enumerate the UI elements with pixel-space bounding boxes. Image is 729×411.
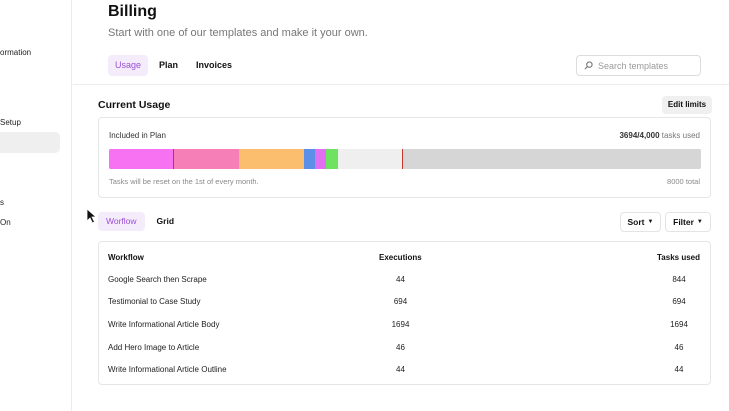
column-header-tasks-used: Tasks used [657, 253, 700, 262]
usage-card: Included in Plan 3694/4,000 tasks used T… [98, 117, 711, 198]
usage-segment [326, 149, 338, 169]
sidebar: ormation Setup s On [0, 0, 72, 411]
tasks-used-suffix: tasks used [659, 131, 700, 140]
table-row[interactable]: Google Search then Scrape 44 844 [99, 269, 710, 291]
edit-limits-button[interactable]: Edit limits [662, 96, 712, 114]
mouse-cursor-icon [86, 208, 98, 229]
sort-dropdown[interactable]: Sort ▼ [620, 212, 661, 232]
sidebar-active-highlight[interactable] [0, 132, 60, 153]
tab-grid[interactable]: Grid [156, 216, 175, 226]
table-row[interactable]: Write Informational Article Body 1694 16… [99, 314, 710, 336]
column-header-workflow: Workflow [108, 253, 144, 262]
total-label: 8000 total [667, 177, 700, 186]
cell-tasks: 1694 [670, 320, 688, 329]
table-row[interactable]: Add Hero Image to Article 46 46 [99, 337, 710, 359]
sidebar-item-on[interactable]: On [0, 218, 11, 227]
cell-tasks: 44 [674, 365, 684, 374]
table-row[interactable]: Write Informational Article Outline 44 4… [99, 359, 710, 381]
usage-segment [304, 149, 315, 169]
table-row[interactable]: Testimonial to Case Study 694 694 [99, 291, 710, 313]
search-input[interactable] [598, 60, 698, 71]
tab-plan[interactable]: Plan [159, 60, 179, 70]
usage-segment [239, 149, 304, 169]
sidebar-item-s[interactable]: s [0, 198, 4, 207]
tab-usage[interactable]: Usage [108, 55, 149, 76]
filter-label: Filter [673, 217, 694, 227]
search-box[interactable] [576, 55, 701, 76]
sidebar-item-setup[interactable]: Setup [0, 118, 21, 127]
main-content: Billing Start with one of our templates … [73, 0, 729, 411]
usage-progress-bar [109, 149, 701, 169]
usage-segment [109, 149, 174, 169]
tasks-used-count: 3694/4,000 tasks used [619, 131, 700, 140]
column-header-executions: Executions [379, 253, 422, 262]
cell-tasks: 694 [672, 297, 686, 306]
billing-tabs: Usage Plan Invoices [108, 55, 243, 76]
included-in-plan-label: Included in Plan [109, 131, 166, 140]
usage-segment [174, 149, 239, 169]
cell-workflow: Add Hero Image to Article [108, 343, 200, 352]
workflow-table: Workflow Executions Tasks used Google Se… [98, 241, 711, 385]
tasks-used-value: 3694/4,000 [619, 131, 660, 140]
sort-label: Sort [627, 217, 645, 227]
view-tabs: Worflow Grid [98, 212, 186, 231]
sidebar-item-information[interactable]: ormation [0, 48, 32, 57]
caret-down-icon: ▼ [647, 219, 654, 225]
usage-marker [402, 149, 403, 169]
reset-note: Tasks will be reset on the 1st of every … [109, 177, 259, 186]
usage-marker [173, 149, 174, 169]
cell-workflow: Write Informational Article Body [108, 320, 220, 329]
header-divider [73, 84, 729, 85]
cell-workflow: Google Search then Scrape [108, 275, 207, 284]
caret-down-icon: ▼ [696, 219, 703, 225]
cell-executions: 44 [396, 365, 405, 374]
tab-invoices[interactable]: Invoices [196, 60, 233, 70]
cell-tasks: 46 [674, 343, 684, 352]
cell-executions: 1694 [391, 320, 410, 329]
usage-segment [338, 149, 403, 169]
cell-workflow: Testimonial to Case Study [108, 297, 201, 306]
tab-workflow[interactable]: Worflow [98, 212, 145, 231]
current-usage-title: Current Usage [98, 99, 171, 111]
cell-executions: 44 [396, 275, 405, 284]
cell-workflow: Write Informational Article Outline [108, 365, 227, 374]
filter-dropdown[interactable]: Filter ▼ [665, 212, 711, 232]
search-icon [584, 57, 593, 75]
cell-executions: 46 [396, 343, 405, 352]
page-subtitle: Start with one of our templates and make… [108, 27, 368, 39]
usage-segment [315, 149, 326, 169]
cell-tasks: 844 [672, 275, 686, 284]
cell-executions: 694 [393, 297, 408, 306]
page-title: Billing [108, 3, 157, 20]
